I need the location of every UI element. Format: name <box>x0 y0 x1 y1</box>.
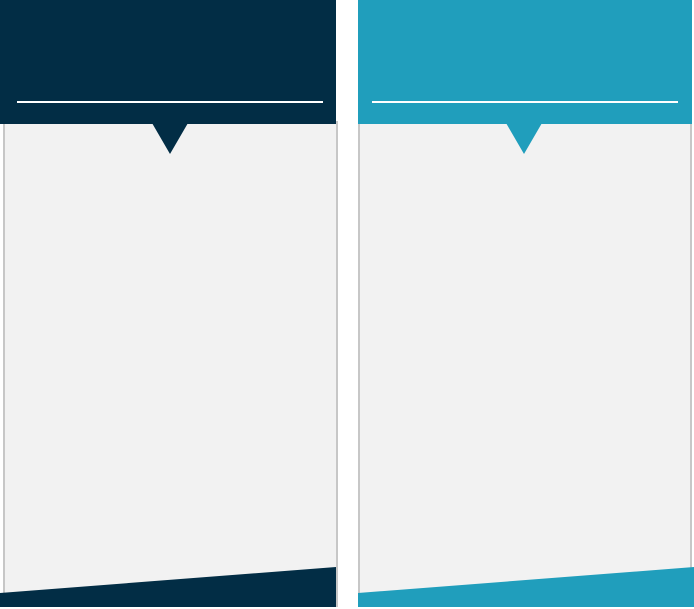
right-card-panel <box>358 121 692 607</box>
left-card-pointer <box>152 123 188 154</box>
right-card-header-rule <box>372 101 678 103</box>
right-card-footer-wedge <box>358 567 694 607</box>
right-card-pointer <box>506 123 542 154</box>
left-card-footer-wedge <box>0 567 336 607</box>
left-card-header-rule <box>17 101 323 103</box>
left-card-panel <box>3 121 338 607</box>
right-card <box>356 0 694 609</box>
left-card-header <box>0 0 336 124</box>
right-card-header <box>358 0 692 124</box>
left-card <box>0 0 338 609</box>
